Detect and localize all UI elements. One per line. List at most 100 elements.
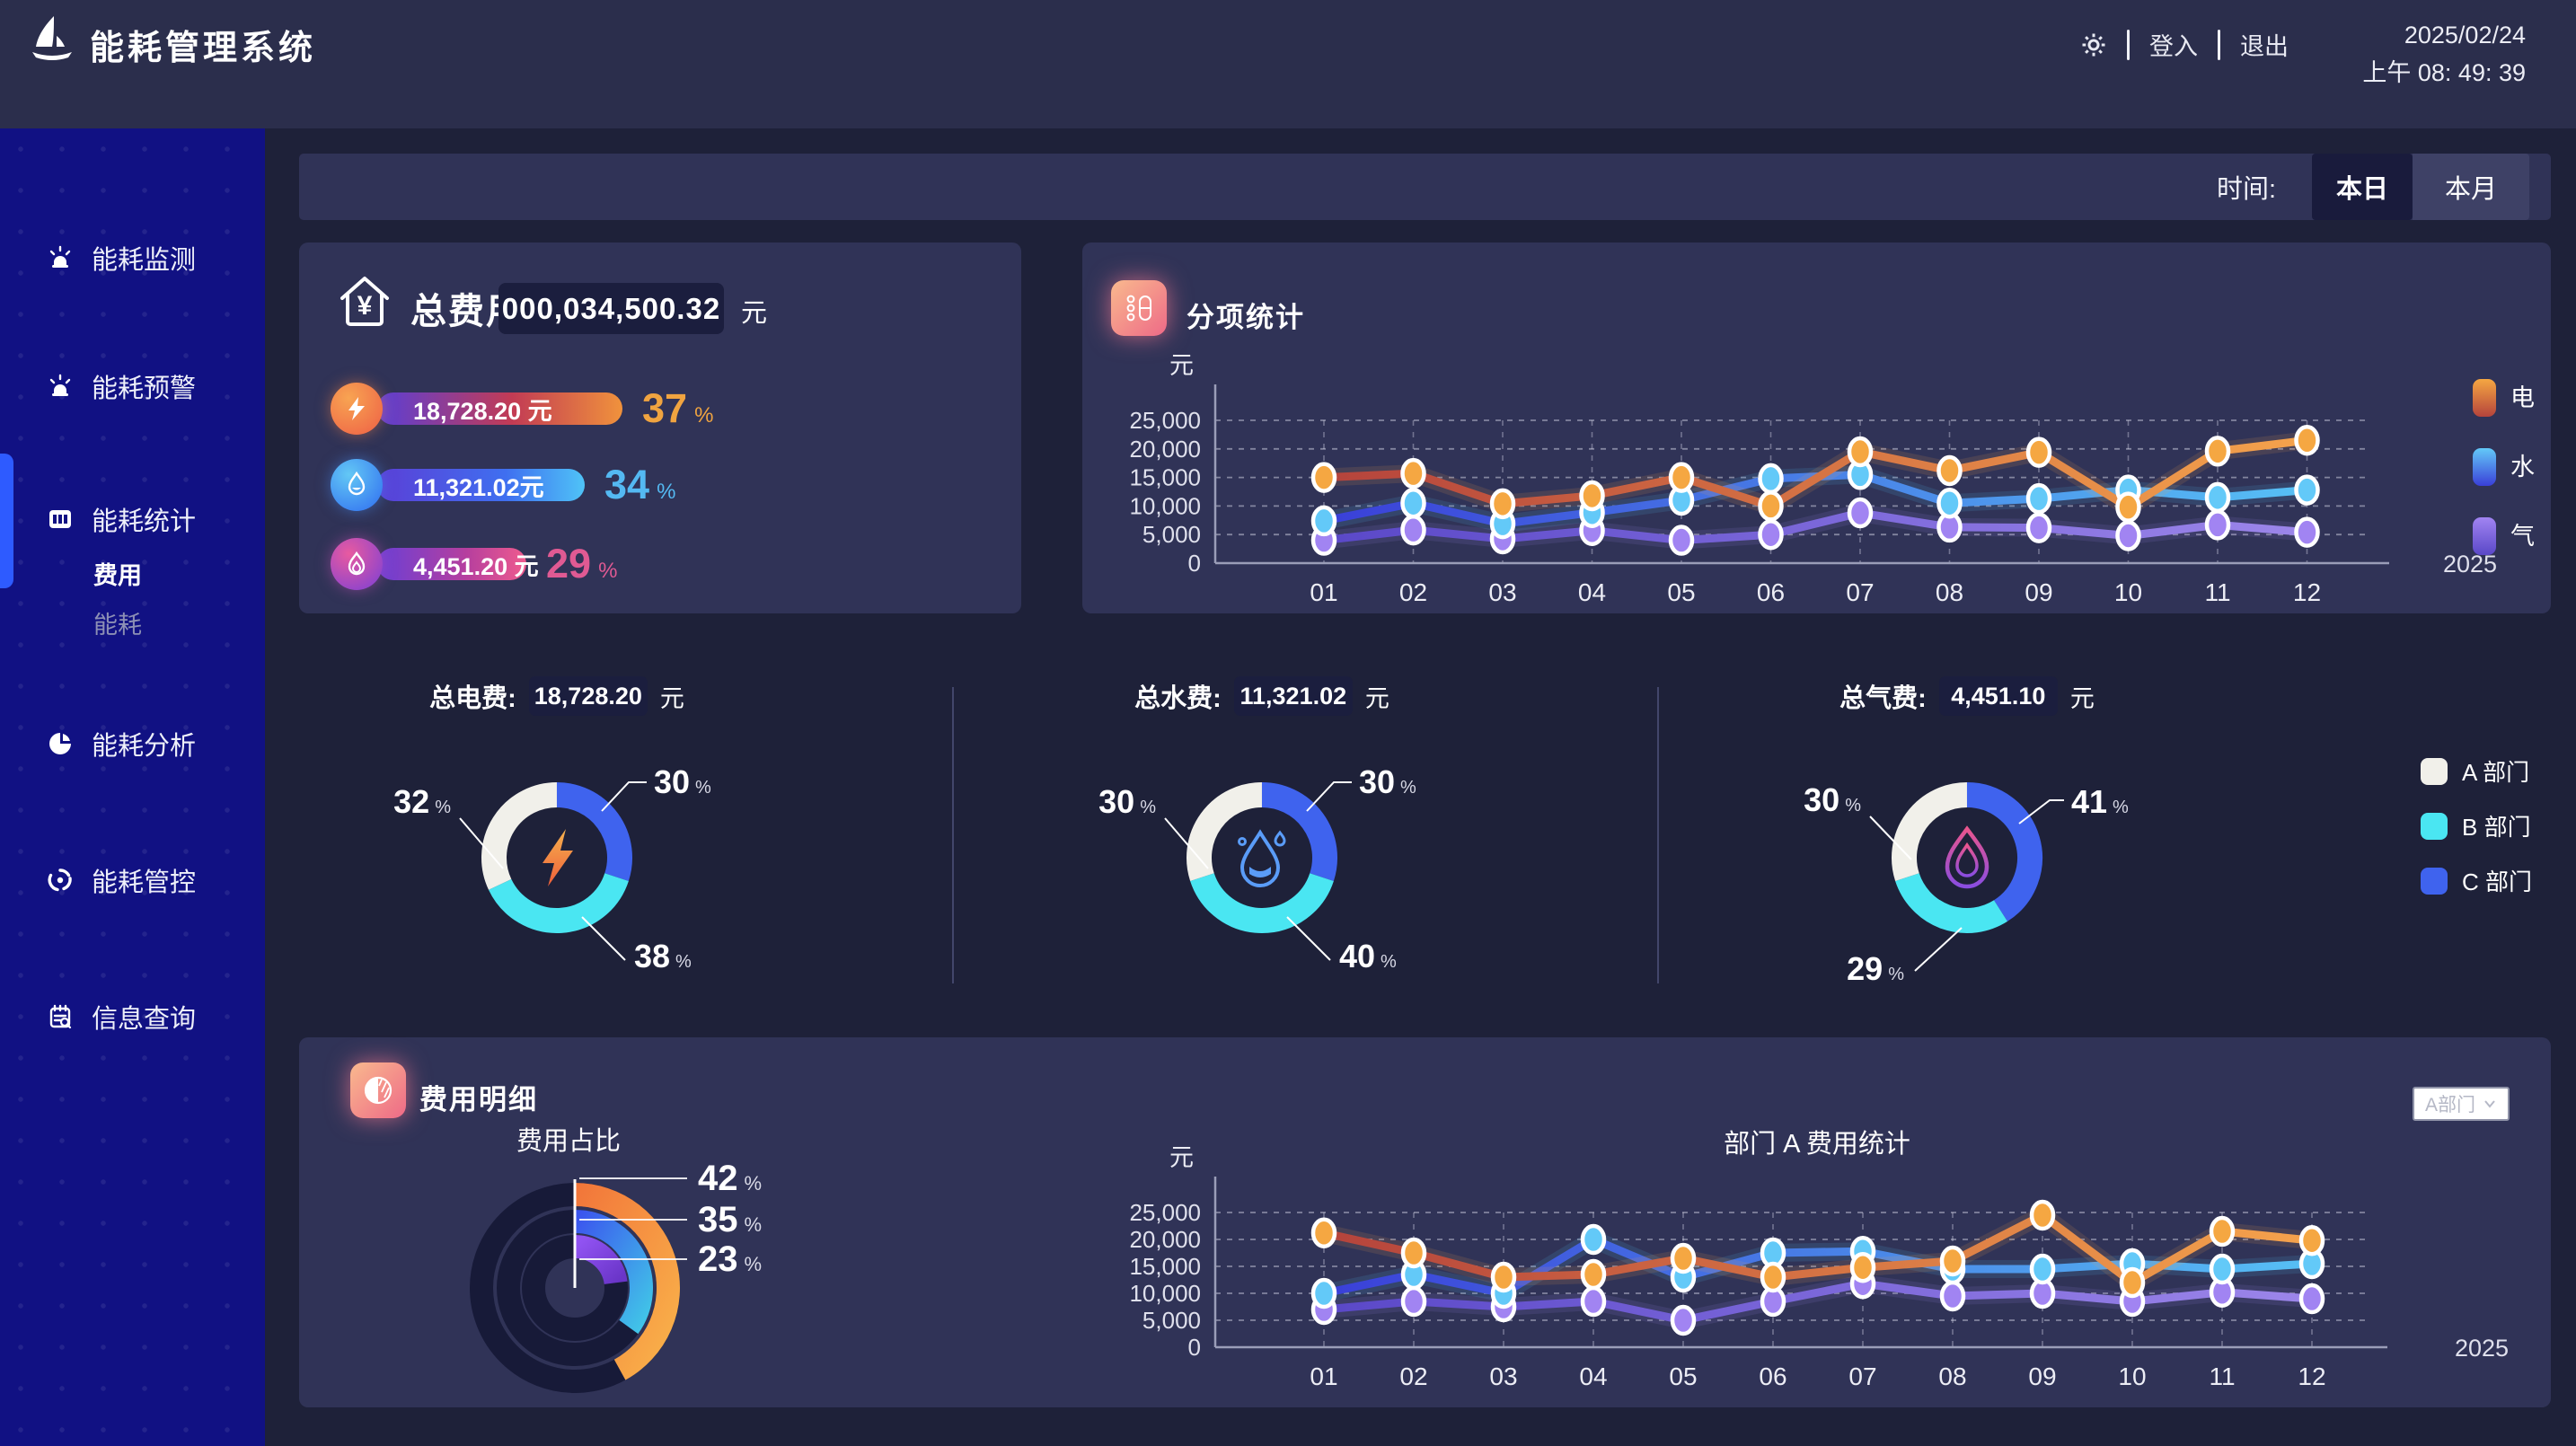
siren-icon: [49, 374, 71, 396]
siren-icon: [49, 245, 71, 268]
svg-text:10: 10: [2114, 578, 2142, 606]
svg-text:23%: 23%: [698, 1239, 762, 1279]
svg-text:30%: 30%: [1098, 783, 1156, 820]
svg-text:02: 02: [1399, 578, 1427, 606]
time-filter-label: 时间:: [2216, 175, 2276, 204]
svg-text:12: 12: [2298, 1362, 2325, 1390]
chevron-down-icon: [2484, 1100, 2495, 1108]
sidebar-item-control[interactable]: 能耗管控: [47, 859, 196, 902]
divider: [2218, 29, 2220, 60]
svg-text:25,000: 25,000: [1129, 1199, 1201, 1226]
cost-ratio-title: 费用占比: [516, 1127, 621, 1156]
sidebar-item-monitoring[interactable]: 能耗监测: [47, 236, 196, 279]
login-button[interactable]: 登入: [2149, 33, 2198, 60]
svg-text:07: 07: [1846, 578, 1874, 606]
sidebar-item-label: 能耗预警: [92, 375, 197, 403]
svg-text:42%: 42%: [698, 1159, 762, 1198]
svg-text:08: 08: [1936, 578, 1963, 606]
svg-text:气: 气: [2510, 523, 2535, 550]
svg-text:08: 08: [1938, 1362, 1966, 1390]
svg-text:水: 水: [2510, 454, 2535, 481]
gas-total-title: 总气费: 4,451.10 元: [1742, 675, 2192, 717]
flame-icon: [331, 538, 383, 590]
legend-item-c: C 部门: [2421, 864, 2532, 897]
svg-text:2025: 2025: [2455, 1335, 2509, 1362]
svg-text:32%: 32%: [393, 783, 451, 820]
bar-chart-icon: [49, 510, 71, 528]
svg-text:35%: 35%: [698, 1200, 762, 1239]
svg-text:07: 07: [1848, 1362, 1876, 1390]
electricity-total-value: 18,728.20: [528, 676, 648, 716]
svg-text:12: 12: [2293, 578, 2321, 606]
datetime-display: 2025/02/24 上午 08: 49: 39: [2362, 16, 2526, 92]
svg-text:电: 电: [2510, 384, 2535, 411]
svg-text:05: 05: [1667, 578, 1695, 606]
svg-text:10,000: 10,000: [1129, 492, 1201, 519]
department-select[interactable]: A部门: [2413, 1087, 2510, 1121]
svg-text:41%: 41%: [2071, 783, 2129, 820]
svg-text:03: 03: [1489, 1362, 1517, 1390]
water-drop-icon: [331, 459, 383, 511]
water-cost-row: 11,321.02元 34%: [331, 458, 675, 512]
house-yen-icon: ¥: [340, 277, 389, 326]
water-percent: 34%: [604, 462, 676, 507]
legend-item-b: B 部门: [2421, 809, 2532, 842]
sidebar-item-label: 能耗统计: [92, 507, 197, 536]
svg-text:10: 10: [2118, 1362, 2146, 1390]
svg-text:09: 09: [2028, 1362, 2056, 1390]
divider: [1657, 687, 1659, 983]
sidebar-item-info-query[interactable]: 信息查询: [47, 995, 196, 1038]
svg-text:38%: 38%: [634, 938, 692, 974]
svg-text:25,000: 25,000: [1129, 407, 1201, 434]
svg-text:30%: 30%: [1359, 763, 1416, 800]
svg-text:0: 0: [1188, 1334, 1201, 1361]
gear-icon[interactable]: [2080, 31, 2107, 58]
sidebar-subitem-cost[interactable]: 费用: [93, 561, 142, 589]
cost-detail-title: 费用明细: [419, 1084, 538, 1115]
total-cost-card: ¥ 总费用: 000,034,500.32 元 18,728.20 元 37% …: [299, 242, 1021, 613]
svg-text:元: 元: [1169, 352, 1194, 379]
svg-text:30%: 30%: [1804, 781, 1861, 818]
svg-text:06: 06: [1759, 1362, 1786, 1390]
total-cost-value: 000,034,500.32: [498, 283, 724, 334]
svg-text:11: 11: [2209, 1362, 2235, 1390]
water-cost-bar: 11,321.02元: [377, 469, 585, 501]
sidebar-item-label: 信息查询: [92, 1005, 197, 1034]
electricity-cost-bar: 18,728.20 元: [377, 392, 622, 425]
dept-chart-title: 部门 A 费用统计: [1724, 1130, 1910, 1159]
svg-text:04: 04: [1579, 1362, 1607, 1390]
tab-today[interactable]: 本日: [2312, 154, 2413, 220]
svg-text:20,000: 20,000: [1129, 436, 1201, 463]
tab-this-month[interactable]: 本月: [2413, 154, 2529, 220]
svg-text:02: 02: [1399, 1362, 1427, 1390]
total-cost-unit: 元: [741, 299, 768, 328]
svg-text:5,000: 5,000: [1142, 521, 1201, 548]
water-total-title: 总水费: 11,321.02 元: [1037, 675, 1486, 717]
sidebar-item-analysis[interactable]: 能耗分析: [47, 722, 196, 765]
svg-text:0: 0: [1188, 550, 1201, 577]
sidebar-item-label: 能耗管控: [92, 868, 197, 897]
gas-total-value: 4,451.10: [1938, 676, 2058, 716]
svg-text:29%: 29%: [1847, 950, 1904, 987]
svg-text:06: 06: [1757, 578, 1785, 606]
time-filter-toolbar: 时间: 本日 本月: [299, 154, 2551, 220]
sidebar-item-warning[interactable]: 能耗预警: [47, 365, 196, 408]
water-donut-chart: 30 % 30 % 40%: [1098, 763, 1416, 974]
svg-text:2025: 2025: [2443, 551, 2497, 578]
sailboat-logo-icon: [32, 16, 72, 60]
svg-text:04: 04: [1578, 578, 1606, 606]
electricity-donut-chart: 32 % 30 % 38%: [393, 763, 711, 974]
sidebar-item-statistics[interactable]: 能耗统计: [47, 498, 196, 541]
subitem-stats-icon: [1111, 280, 1167, 336]
svg-text:¥: ¥: [357, 291, 373, 321]
gas-donut-chart: 30% 41 % 29%: [1804, 781, 2129, 987]
subitem-stats-card: 分项统计 0 5,000 10,000 15,000 20,000 25,000 01 02 0…: [1082, 242, 2551, 613]
sidebar-subitem-energy[interactable]: 能耗: [93, 611, 142, 639]
svg-text:10,000: 10,000: [1129, 1280, 1201, 1307]
control-icon: [48, 868, 72, 892]
svg-text:元: 元: [1169, 1144, 1194, 1171]
logout-button[interactable]: 退出: [2240, 33, 2289, 60]
gas-percent: 29%: [546, 541, 618, 586]
